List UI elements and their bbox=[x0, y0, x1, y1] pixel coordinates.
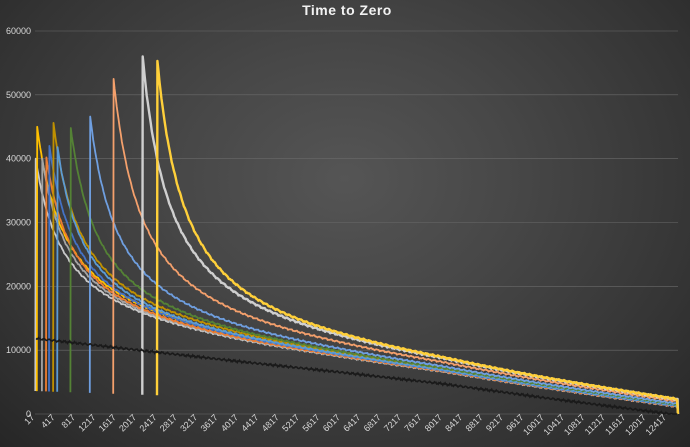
series-line bbox=[155, 59, 680, 415]
series-lines bbox=[34, 55, 680, 416]
y-tick-label: 0 bbox=[26, 409, 31, 419]
y-tick-label: 10000 bbox=[6, 345, 31, 355]
x-tick-label: 10017 bbox=[521, 412, 546, 437]
x-tick-label: 17 bbox=[22, 412, 36, 426]
x-tick-label: 1217 bbox=[76, 412, 97, 433]
series-line bbox=[88, 115, 679, 415]
x-tick-label: 5617 bbox=[301, 412, 322, 433]
x-tick-label: 1617 bbox=[97, 412, 118, 433]
series-line bbox=[52, 122, 679, 415]
x-tick-label: 7217 bbox=[382, 412, 403, 433]
y-tick-label: 30000 bbox=[6, 218, 31, 228]
x-tick-label: 6417 bbox=[341, 412, 362, 433]
baseline-line bbox=[35, 336, 678, 416]
x-tick-label: 8817 bbox=[464, 412, 485, 433]
x-tick-label: 2817 bbox=[158, 412, 179, 433]
x-tick-label: 5217 bbox=[280, 412, 301, 433]
x-tick-label: 3217 bbox=[178, 412, 199, 433]
y-tick-label: 40000 bbox=[6, 154, 31, 164]
x-tick-label: 4417 bbox=[239, 412, 260, 433]
x-axis: 17 417 817 1217 1617 2017 2417 2817 3217 3617 4017… bbox=[22, 412, 668, 437]
series-line bbox=[35, 125, 679, 415]
x-tick-label: 417 bbox=[39, 412, 57, 430]
x-tick-label: 4817 bbox=[260, 412, 281, 433]
chart-title: Time to Zero bbox=[302, 2, 392, 18]
x-tick-label: 7617 bbox=[402, 412, 423, 433]
x-tick-label: 6817 bbox=[362, 412, 383, 433]
x-tick-label: 817 bbox=[59, 412, 77, 430]
y-axis: 0 10000 20000 30000 40000 50000 60000 bbox=[6, 26, 31, 419]
x-tick-label: 8417 bbox=[443, 412, 464, 433]
x-tick-label: 12017 bbox=[623, 412, 648, 437]
x-tick-label: 10417 bbox=[542, 412, 567, 437]
x-tick-label: 12417 bbox=[643, 412, 668, 437]
x-tick-label: 10817 bbox=[562, 412, 587, 437]
x-tick-label: 9217 bbox=[484, 412, 505, 433]
x-tick-label: 11217 bbox=[583, 412, 607, 436]
y-tick-label: 50000 bbox=[6, 90, 31, 100]
y-tick-label: 60000 bbox=[6, 26, 31, 36]
x-tick-label: 11617 bbox=[603, 412, 627, 436]
y-tick-label: 20000 bbox=[6, 281, 31, 291]
series-line bbox=[69, 127, 679, 415]
x-tick-label: 3617 bbox=[199, 412, 220, 433]
x-tick-label: 8017 bbox=[423, 412, 444, 433]
x-tick-label: 4017 bbox=[219, 412, 240, 433]
x-tick-label: 2417 bbox=[137, 412, 158, 433]
series-line bbox=[112, 78, 679, 415]
x-tick-label: 2017 bbox=[117, 412, 138, 433]
x-tick-label: 6017 bbox=[321, 412, 342, 433]
